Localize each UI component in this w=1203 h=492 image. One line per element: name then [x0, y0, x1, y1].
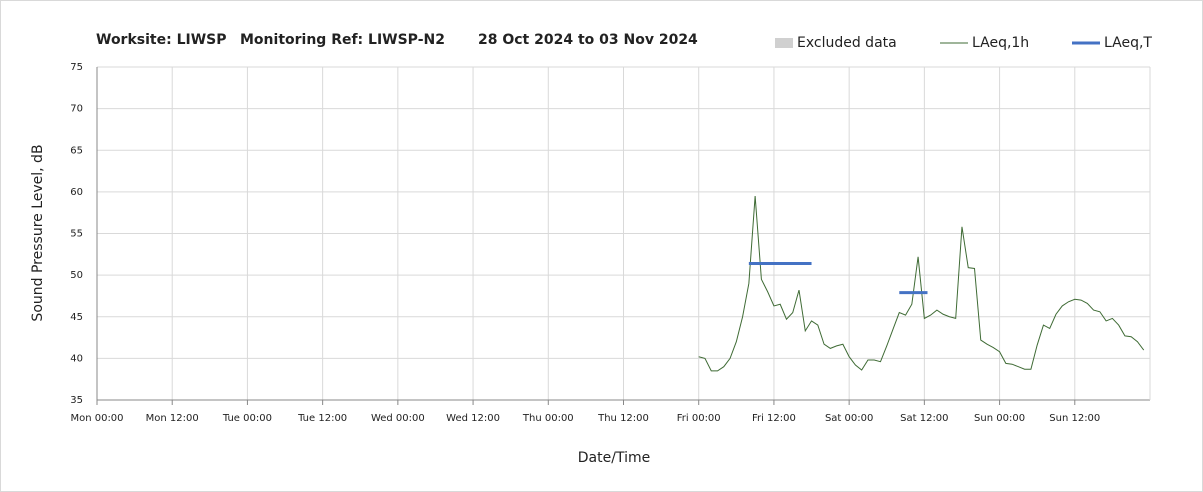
x-tick-label: Sat 12:00: [900, 413, 948, 424]
x-tick-label: Wed 12:00: [446, 413, 500, 424]
legend-swatch: [775, 38, 793, 48]
x-axis-label: Date/Time: [578, 450, 650, 466]
monitoring-ref: Monitoring Ref: LIWSP-N2: [240, 32, 445, 48]
legend-label: LAeq,T: [1104, 35, 1152, 51]
x-tick-label: Mon 12:00: [146, 413, 199, 424]
x-tick-label: Sat 00:00: [825, 413, 873, 424]
y-tick-label: 40: [70, 353, 83, 364]
y-tick-label: 75: [70, 62, 83, 73]
legend-label: Excluded data: [797, 35, 897, 51]
x-tick-label: Fri 12:00: [752, 413, 796, 424]
date-range: 28 Oct 2024 to 03 Nov 2024: [478, 32, 698, 48]
x-tick-label: Tue 00:00: [222, 413, 272, 424]
y-tick-label: 55: [70, 229, 83, 240]
x-tick-label: Sun 00:00: [974, 413, 1025, 424]
y-tick-label: 60: [70, 187, 83, 198]
y-tick-label: 45: [70, 312, 83, 323]
chart-title: Worksite: LIWSP: [96, 32, 226, 48]
legend-label: LAeq,1h: [972, 35, 1029, 51]
y-tick-label: 35: [70, 395, 83, 406]
y-tick-label: 50: [70, 270, 83, 281]
y-axis-label: Sound Pressure Level, dB: [30, 144, 46, 321]
x-tick-label: Tue 12:00: [297, 413, 347, 424]
x-tick-label: Thu 12:00: [597, 413, 649, 424]
x-tick-label: Wed 00:00: [371, 413, 425, 424]
y-tick-label: 70: [70, 104, 83, 115]
series-line: [698, 196, 1145, 372]
x-tick-label: Sun 12:00: [1049, 413, 1100, 424]
x-tick-label: Thu 00:00: [522, 413, 574, 424]
x-tick-label: Mon 00:00: [70, 413, 123, 424]
x-tick-label: Fri 00:00: [677, 413, 721, 424]
y-tick-label: 65: [70, 145, 83, 156]
